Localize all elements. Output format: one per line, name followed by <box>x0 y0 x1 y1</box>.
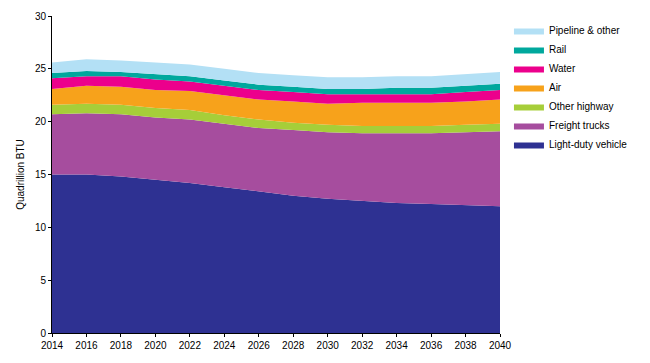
svg-text:25: 25 <box>35 63 47 74</box>
svg-text:2014: 2014 <box>41 340 64 351</box>
svg-text:2016: 2016 <box>75 340 98 351</box>
svg-text:Quadrillion BTU: Quadrillion BTU <box>15 139 26 210</box>
svg-text:20: 20 <box>35 116 47 127</box>
svg-text:2018: 2018 <box>110 340 133 351</box>
svg-text:2028: 2028 <box>282 340 305 351</box>
svg-text:15: 15 <box>35 169 47 180</box>
svg-text:30: 30 <box>35 11 47 22</box>
svg-text:2020: 2020 <box>144 340 167 351</box>
svg-text:Pipeline & other: Pipeline & other <box>549 25 620 36</box>
svg-text:2026: 2026 <box>248 340 271 351</box>
svg-text:2024: 2024 <box>213 340 236 351</box>
svg-text:Air: Air <box>549 82 562 93</box>
svg-text:Water: Water <box>549 63 576 74</box>
svg-text:5: 5 <box>40 275 46 286</box>
svg-text:2040: 2040 <box>489 340 512 351</box>
svg-text:2032: 2032 <box>351 340 374 351</box>
svg-text:2030: 2030 <box>317 340 340 351</box>
svg-text:2038: 2038 <box>454 340 477 351</box>
svg-text:2022: 2022 <box>179 340 202 351</box>
svg-text:Freight trucks: Freight trucks <box>549 120 610 131</box>
svg-text:10: 10 <box>35 222 47 233</box>
svg-text:Other highway: Other highway <box>549 101 613 112</box>
svg-text:Light-duty vehicle: Light-duty vehicle <box>549 139 627 150</box>
svg-text:2036: 2036 <box>420 340 443 351</box>
svg-text:Rail: Rail <box>549 44 566 55</box>
svg-text:2034: 2034 <box>385 340 408 351</box>
svg-text:0: 0 <box>40 328 46 339</box>
